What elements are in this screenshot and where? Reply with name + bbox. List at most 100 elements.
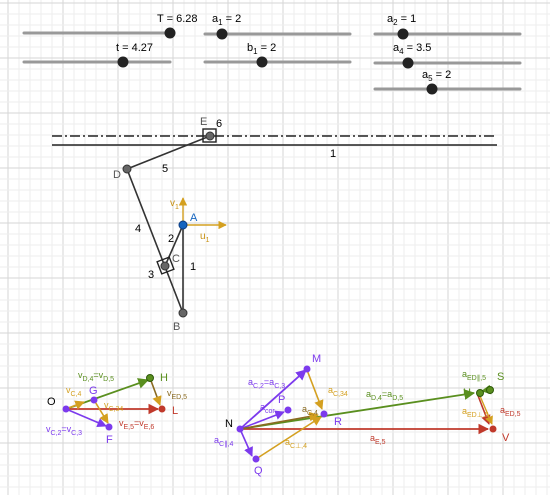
slider-a4[interactable]: a4 = 3.5	[373, 42, 522, 69]
label-L: L	[172, 405, 178, 417]
slider-a2-label: a2 = 1	[387, 13, 416, 27]
slider-b1-label: b1 = 2	[247, 42, 276, 56]
point-O[interactable]	[62, 405, 70, 413]
label-aE5: aE,5	[370, 433, 386, 446]
label-B: B	[173, 321, 180, 333]
point-G[interactable]	[90, 396, 98, 404]
vector-aCperp4	[255, 416, 322, 460]
label-aD4: aD,4=aD,5	[366, 389, 403, 402]
slider-a2-knob[interactable]	[397, 28, 409, 40]
vector-aED5	[476, 392, 491, 425]
vector-aEDperp5	[479, 395, 493, 425]
slider-b1-knob[interactable]	[256, 56, 268, 68]
label-aEDpar5: aED∥,5	[462, 369, 486, 382]
slider-T[interactable]: T = 6.28	[22, 13, 198, 39]
link-number-4: 4	[135, 223, 141, 235]
label-vC34: vC,34	[104, 400, 123, 413]
velocity-diagram: O G H L F vD,4=vD,5 vC,4 vC,34 vED,5 vC,…	[46, 370, 187, 446]
label-Q: Q	[254, 465, 263, 477]
label-S: S	[497, 371, 504, 383]
point-P[interactable]	[284, 406, 292, 414]
slider-a1[interactable]: a1 = 2	[203, 13, 352, 40]
vector-vC34	[93, 399, 109, 424]
label-aEDperp5: aED⊥,5	[462, 406, 489, 419]
label-M: M	[312, 353, 321, 365]
slider-t-label: t = 4.27	[116, 42, 153, 54]
axis-v1-label: v1	[170, 198, 179, 211]
point-M[interactable]	[303, 365, 311, 373]
label-O: O	[47, 396, 56, 408]
slider-T-knob[interactable]	[164, 27, 176, 39]
label-aCperp4: aC⊥,4	[285, 437, 307, 450]
link-number-5: 5	[162, 163, 168, 175]
label-G: G	[89, 385, 98, 397]
label-E: E	[200, 116, 207, 128]
link-number-2: 2	[168, 233, 174, 245]
label-acor: acor	[260, 402, 275, 415]
slider-T-label: T = 6.28	[157, 13, 198, 25]
point-E[interactable]	[205, 131, 215, 141]
slider-a1-knob[interactable]	[216, 28, 228, 40]
slider-a5-label: a5 = 2	[422, 69, 451, 83]
label-vC2: vC,2=vC,3	[46, 424, 82, 437]
point-F[interactable]	[105, 423, 113, 431]
vector-aD4	[239, 389, 476, 430]
point-D[interactable]	[122, 164, 132, 174]
label-F: F	[106, 434, 113, 446]
link-number-1-top: 1	[330, 148, 336, 160]
label-aC4: aC,4	[302, 404, 318, 417]
label-U: U	[463, 387, 471, 399]
slider-b1[interactable]: b1 = 2	[203, 42, 352, 68]
vector-acor	[239, 410, 285, 430]
link-number-6: 6	[216, 118, 222, 130]
slider-block-6	[202, 128, 217, 143]
point-A[interactable]	[178, 220, 188, 230]
point-S[interactable]	[486, 386, 494, 394]
label-aCpar4: aC∥,4	[214, 435, 234, 448]
point-Q[interactable]	[252, 455, 260, 463]
vector-aC2	[239, 369, 307, 430]
point-L[interactable]	[158, 405, 166, 413]
link-number-3: 3	[148, 269, 154, 281]
slider-a2[interactable]: a2 = 1	[373, 13, 522, 40]
label-P: P	[278, 394, 285, 406]
slider-a1-label: a1 = 2	[212, 13, 241, 27]
slider-a4-knob[interactable]	[402, 57, 414, 69]
vector-aCpar4	[239, 428, 253, 457]
label-vED5: vED,5	[167, 388, 187, 401]
label-aC2: aC,2=aC,3	[248, 377, 285, 390]
point-C[interactable]	[160, 261, 170, 271]
link-4	[126, 168, 184, 314]
slider-t[interactable]: t = 4.27	[22, 42, 172, 68]
slider-t-knob[interactable]	[117, 56, 129, 68]
label-H: H	[160, 372, 168, 384]
label-V: V	[502, 432, 510, 444]
slider-a4-label: a4 = 3.5	[393, 42, 431, 56]
label-vC4: vC,4	[66, 385, 82, 398]
label-A: A	[190, 212, 198, 224]
vector-vC2	[65, 408, 107, 428]
label-C: C	[172, 253, 180, 265]
label-D: D	[113, 169, 121, 181]
point-R[interactable]	[320, 410, 328, 418]
vector-aC34	[306, 369, 324, 410]
label-vD4: vD,4=vD,5	[78, 370, 114, 383]
slider-block-3	[156, 256, 175, 275]
slider-a5[interactable]: a5 = 2	[373, 69, 522, 95]
vector-aC4	[239, 411, 319, 430]
point-B[interactable]	[178, 308, 188, 318]
acceleration-diagram: M P R N Q S U V aC,2=aC,3 aC,34 acor aC,…	[214, 353, 521, 477]
slider-a5-knob[interactable]	[426, 83, 438, 95]
point-V[interactable]	[489, 425, 497, 433]
point-N[interactable]	[236, 425, 244, 433]
mechanism: 1 v1 u1 A B C D E 1 2 3 4 5 6	[52, 116, 497, 333]
point-U[interactable]	[476, 389, 484, 397]
label-vE5: vE,5=vE,6	[119, 418, 154, 431]
vector-vED5	[149, 377, 162, 406]
link-number-1: 1	[190, 261, 196, 273]
point-H[interactable]	[146, 374, 154, 382]
label-aED5: aED,5	[500, 405, 521, 418]
axis-u1-label: u1	[200, 231, 210, 244]
